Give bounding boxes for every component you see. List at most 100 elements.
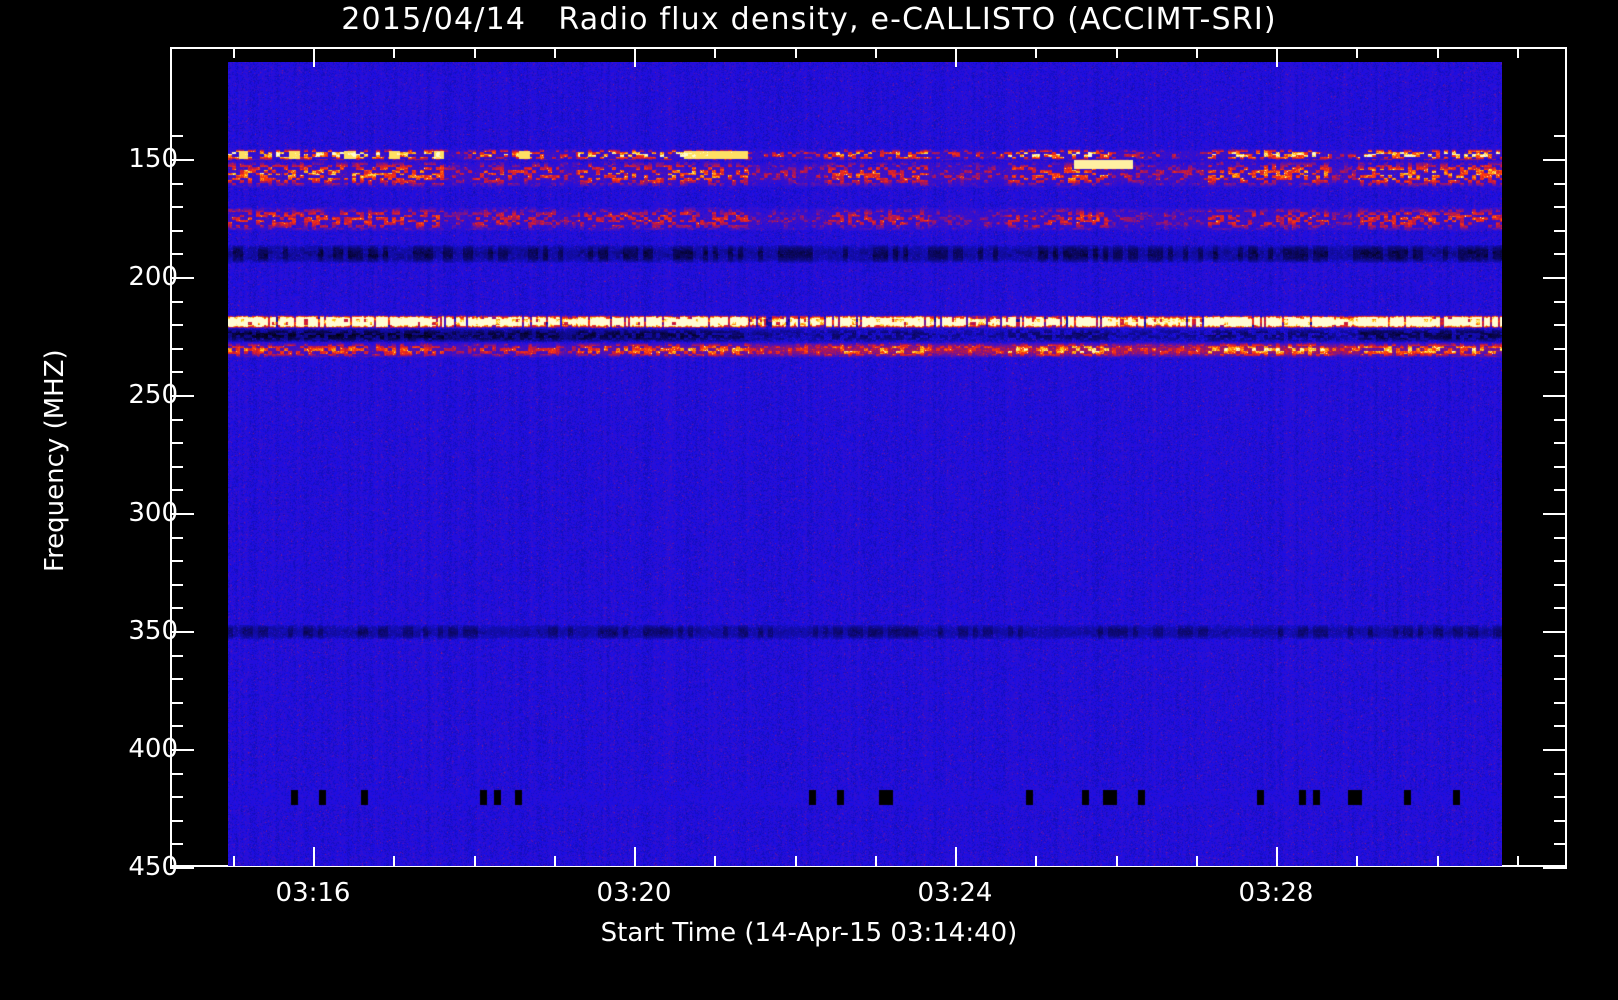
y-minor-tick xyxy=(1554,489,1567,492)
plot-frame xyxy=(170,47,1567,867)
x-tick-label: 03:16 xyxy=(275,878,351,908)
y-minor-tick xyxy=(170,843,183,846)
y-minor-tick xyxy=(170,418,183,421)
y-minor-tick xyxy=(1554,607,1567,610)
y-minor-tick xyxy=(170,536,183,539)
y-minor-tick xyxy=(170,300,183,303)
y-minor-tick xyxy=(170,489,183,492)
x-minor-tick xyxy=(794,856,797,867)
y-minor-tick xyxy=(170,135,183,138)
y-minor-tick xyxy=(1554,560,1567,563)
x-major-tick xyxy=(313,47,315,67)
y-major-tick xyxy=(1543,631,1567,633)
y-minor-tick xyxy=(170,465,183,468)
x-major-tick xyxy=(1276,47,1278,67)
y-minor-tick xyxy=(170,796,183,799)
y-tick-label: 350 xyxy=(128,616,178,646)
spectrogram-canvas xyxy=(228,62,1502,866)
y-minor-tick xyxy=(1554,796,1567,799)
y-minor-tick xyxy=(1554,583,1567,586)
y-minor-tick xyxy=(170,206,183,209)
y-minor-tick xyxy=(170,654,183,657)
x-minor-tick xyxy=(232,47,235,58)
y-minor-tick xyxy=(1554,206,1567,209)
x-minor-tick xyxy=(794,47,797,58)
y-minor-tick xyxy=(170,583,183,586)
y-major-tick xyxy=(170,749,194,751)
y-tick-label: 200 xyxy=(128,262,178,292)
x-minor-tick xyxy=(1436,856,1439,867)
x-minor-tick xyxy=(1516,856,1519,867)
y-minor-tick xyxy=(170,772,183,775)
y-tick-label: 400 xyxy=(128,734,178,764)
y-minor-tick xyxy=(1554,371,1567,374)
y-minor-tick xyxy=(170,678,183,681)
x-tick-label: 03:24 xyxy=(917,878,993,908)
x-major-tick xyxy=(955,47,957,67)
x-major-tick xyxy=(955,847,957,867)
x-minor-tick xyxy=(1356,856,1359,867)
x-tick-label: 03:20 xyxy=(596,878,672,908)
y-minor-tick xyxy=(1554,701,1567,704)
x-tick-label: 03:28 xyxy=(1238,878,1314,908)
y-major-tick xyxy=(170,159,194,161)
x-major-tick xyxy=(634,847,636,867)
x-minor-tick xyxy=(393,856,396,867)
y-minor-tick xyxy=(1554,300,1567,303)
y-axis-title: Frequency (MHZ) xyxy=(40,349,70,572)
y-minor-tick xyxy=(1554,678,1567,681)
y-major-tick xyxy=(1543,749,1567,751)
x-minor-tick xyxy=(1035,47,1038,58)
y-minor-tick xyxy=(1554,772,1567,775)
page-title: 2015/04/14 Radio flux density, e-CALLIST… xyxy=(341,2,1277,37)
y-minor-tick xyxy=(170,701,183,704)
x-axis-title: Start Time (14-Apr-15 03:14:40) xyxy=(600,918,1018,948)
y-minor-tick xyxy=(1554,253,1567,256)
y-major-tick xyxy=(1543,395,1567,397)
y-minor-tick xyxy=(170,371,183,374)
y-minor-tick xyxy=(1554,182,1567,185)
x-minor-tick xyxy=(874,47,877,58)
y-major-tick xyxy=(1543,867,1567,869)
x-minor-tick xyxy=(473,47,476,58)
y-minor-tick xyxy=(1554,819,1567,822)
y-tick-label: 250 xyxy=(128,380,178,410)
x-minor-tick xyxy=(553,856,556,867)
y-minor-tick xyxy=(1554,229,1567,232)
y-major-tick xyxy=(170,395,194,397)
y-minor-tick xyxy=(1554,725,1567,728)
x-minor-tick xyxy=(1035,856,1038,867)
spectrogram-image xyxy=(228,62,1502,866)
y-minor-tick xyxy=(170,253,183,256)
x-minor-tick xyxy=(874,856,877,867)
y-minor-tick xyxy=(1554,843,1567,846)
y-major-tick xyxy=(170,513,194,515)
x-minor-tick xyxy=(393,47,396,58)
y-minor-tick xyxy=(170,560,183,563)
y-minor-tick xyxy=(170,182,183,185)
x-major-tick xyxy=(313,847,315,867)
x-minor-tick xyxy=(232,856,235,867)
y-major-tick xyxy=(170,867,194,869)
x-minor-tick xyxy=(714,47,717,58)
y-major-tick xyxy=(1543,159,1567,161)
x-major-tick xyxy=(634,47,636,67)
y-minor-tick xyxy=(170,819,183,822)
y-minor-tick xyxy=(170,725,183,728)
x-major-tick xyxy=(1276,847,1278,867)
y-minor-tick xyxy=(1554,465,1567,468)
y-major-tick xyxy=(170,277,194,279)
x-minor-tick xyxy=(1115,47,1118,58)
x-minor-tick xyxy=(1195,47,1198,58)
y-minor-tick xyxy=(1554,536,1567,539)
y-minor-tick xyxy=(1554,347,1567,350)
y-major-tick xyxy=(1543,277,1567,279)
x-minor-tick xyxy=(1516,47,1519,58)
y-major-tick xyxy=(170,631,194,633)
x-minor-tick xyxy=(1356,47,1359,58)
y-minor-tick xyxy=(1554,418,1567,421)
y-tick-label: 450 xyxy=(128,852,178,882)
x-minor-tick xyxy=(1195,856,1198,867)
y-minor-tick xyxy=(170,229,183,232)
